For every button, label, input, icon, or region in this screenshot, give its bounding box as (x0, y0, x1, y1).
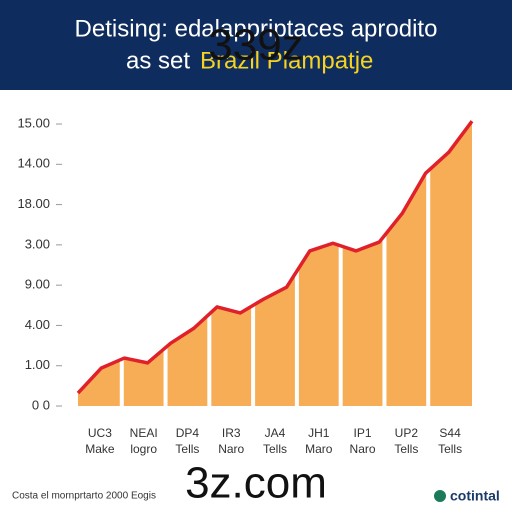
x-tick-label: NEAI (130, 426, 158, 440)
line (76, 120, 474, 395)
header-band (0, 0, 512, 90)
x-tick-label: S44 (439, 426, 461, 440)
watermark: 339z (208, 21, 303, 70)
x-tick-sublabel: Tells (175, 442, 199, 456)
footer-right: cotintal (450, 488, 500, 504)
logo-icon (434, 490, 446, 502)
subtitle-highlight: Brazil Plampatje (200, 47, 373, 74)
x-tick-sublabel: Tells (394, 442, 418, 456)
x-tick-sublabel: Make (85, 442, 115, 456)
y-tick-label: 18.00 (17, 196, 50, 211)
x-tick-label: DP4 (176, 426, 200, 440)
x-tick-label: JH1 (308, 426, 330, 440)
title: Detising: edalappriptaces aprodito (75, 15, 438, 42)
x-tick-label: UP2 (395, 426, 419, 440)
x-tick-sublabel: Naro (218, 442, 244, 456)
band-gap (251, 110, 256, 406)
x-tick-sublabel: Tells (438, 442, 462, 456)
y-tick-label: 4.00 (25, 317, 50, 332)
band-gap (163, 110, 168, 406)
x-tick-sublabel: logro (130, 442, 157, 456)
area (78, 121, 472, 407)
x-tick-sublabel: Tells (263, 442, 287, 456)
footer-left: Costa el mornprtarto 2000 Eogis (12, 491, 156, 502)
y-tick-label: 15.00 (17, 115, 50, 130)
x-tick-label: IP1 (354, 426, 372, 440)
x-tick-label: UC3 (88, 426, 112, 440)
subtitle: as set (126, 47, 190, 74)
footer-center: 3z.com (185, 459, 327, 508)
band-gap (382, 110, 387, 406)
x-tick-label: JA4 (265, 426, 286, 440)
y-tick-label: 9.00 (25, 277, 50, 292)
plot: 0 0 1.00 4.00 9.00 3.00 18.00 14.00 15.00 UC3 Mak… (17, 110, 474, 456)
x-tick-sublabel: Naro (350, 442, 376, 456)
band-gap (338, 110, 343, 406)
y-tick-label: 1.00 (25, 357, 50, 372)
y-tick-label: 3.00 (25, 236, 50, 251)
x-tick-sublabel: Maro (305, 442, 333, 456)
y-tick-label: 14.00 (17, 156, 50, 171)
band-gap (207, 110, 212, 406)
x-tick-label: IR3 (222, 426, 241, 440)
band-gap (426, 110, 431, 406)
band-gap (294, 110, 299, 406)
y-tick-label: 0 0 (32, 397, 50, 412)
band-gap (119, 110, 124, 406)
